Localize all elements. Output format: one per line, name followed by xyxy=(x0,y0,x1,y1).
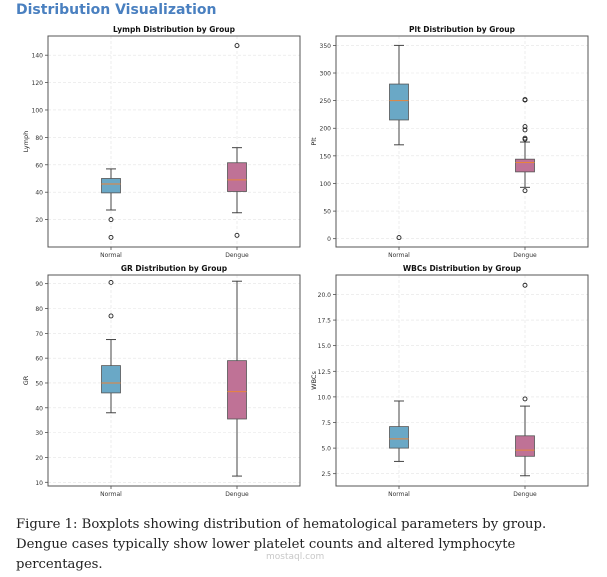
y-tick-label: 140 xyxy=(32,53,44,60)
y-tick-label: 10.0 xyxy=(318,394,332,401)
plot-area xyxy=(336,36,588,247)
axes-frame xyxy=(47,35,301,248)
y-tick-label: 15.0 xyxy=(318,343,332,350)
box-normal xyxy=(389,83,409,121)
chart-title: GR Distribution by Group xyxy=(121,264,228,273)
axes-frame xyxy=(335,35,589,248)
chart-title: WBCs Distribution by Group xyxy=(403,264,522,273)
y-tick-label: 40 xyxy=(35,405,43,412)
y-tick-label: 80 xyxy=(35,306,43,313)
y-tick-label: 100 xyxy=(32,107,44,114)
box-dengue xyxy=(227,360,247,420)
outlier-point xyxy=(108,313,114,319)
y-tick-label: 250 xyxy=(320,98,332,105)
outlier-point xyxy=(234,43,240,49)
chart-panel-plt: 0 50 100 150 200 250 300 350 Normal Dengue Plt Dis… xyxy=(310,25,589,259)
y-tick-label: 5.0 xyxy=(321,446,331,453)
section-heading: Distribution Visualization xyxy=(16,2,217,18)
y-tick-label: 300 xyxy=(320,71,332,78)
figure-caption: Figure 1: Boxplots showing distribution … xyxy=(16,517,547,572)
outlier-point xyxy=(522,188,528,194)
y-tick-label: 70 xyxy=(35,331,43,338)
y-tick-label: 200 xyxy=(320,126,332,133)
y-tick-label: 60 xyxy=(35,356,43,363)
outlier-point xyxy=(522,396,528,402)
y-tick-label: 40 xyxy=(35,190,43,197)
outlier-point xyxy=(522,124,528,130)
box-normal xyxy=(101,365,121,394)
y-tick-label: 50 xyxy=(35,380,43,387)
x-tick-label: Normal xyxy=(388,252,410,259)
axes-frame xyxy=(335,274,589,487)
y-tick-label: 7.5 xyxy=(321,420,331,427)
y-tick-label: 2.5 xyxy=(321,471,331,478)
y-axis-label: GR xyxy=(22,375,30,385)
x-tick-label: Normal xyxy=(100,252,122,259)
chart-panel-gr: 10 20 30 40 50 60 70 80 90 Normal Dengue GR Distrib… xyxy=(22,264,301,498)
y-tick-label: 80 xyxy=(35,135,43,142)
box-dengue xyxy=(227,162,247,192)
box-dengue xyxy=(515,158,535,173)
y-tick-label: 100 xyxy=(320,181,332,188)
watermark: mostaql.com xyxy=(266,552,325,562)
y-tick-label: 20.0 xyxy=(318,292,332,299)
x-tick-label: Dengue xyxy=(225,491,249,498)
outlier-point xyxy=(108,234,114,240)
outlier-point xyxy=(396,235,402,241)
box-normal xyxy=(389,426,409,449)
y-tick-label: 20 xyxy=(35,455,43,462)
y-tick-label: 350 xyxy=(320,43,332,50)
chart-panel-lymph: 20 40 60 80 100 120 140 Normal Dengue Lymph Distr… xyxy=(22,25,301,259)
y-tick-label: 17.5 xyxy=(318,318,332,325)
outlier-point xyxy=(522,97,528,102)
chart-panel-wbcs: 2.5 5.0 7.5 10.0 12.5 15.0 17.5 20.0 Normal Dengu… xyxy=(310,264,589,498)
box-dengue xyxy=(515,435,535,457)
outlier-point xyxy=(522,282,528,288)
y-tick-label: 50 xyxy=(323,209,331,216)
outlier-point xyxy=(522,127,528,133)
y-axis-label: Lymph xyxy=(22,131,30,152)
y-tick-label: 10 xyxy=(35,480,43,487)
chart-title: Plt Distribution by Group xyxy=(409,25,516,34)
x-tick-label: Normal xyxy=(100,491,122,498)
box-normal xyxy=(101,178,121,194)
x-tick-label: Normal xyxy=(388,491,410,498)
y-axis-label: Plt xyxy=(310,137,318,146)
x-tick-label: Dengue xyxy=(225,252,249,259)
outlier-point xyxy=(234,232,240,238)
plot-area xyxy=(336,275,588,486)
plot-area xyxy=(48,275,300,486)
axes-frame xyxy=(47,274,301,487)
outlier-point xyxy=(108,217,114,223)
y-tick-label: 150 xyxy=(320,153,332,160)
y-tick-label: 20 xyxy=(35,217,43,224)
y-tick-label: 120 xyxy=(32,80,44,87)
y-axis-label: WBCs xyxy=(310,371,318,390)
y-tick-label: 90 xyxy=(35,281,43,288)
y-tick-label: 60 xyxy=(35,162,43,169)
outlier-point xyxy=(108,279,114,285)
y-tick-label: 12.5 xyxy=(318,369,332,376)
x-tick-label: Dengue xyxy=(513,491,537,498)
plot-area xyxy=(48,36,300,247)
outlier-point xyxy=(522,136,528,142)
y-tick-label: 30 xyxy=(35,430,43,437)
y-tick-label: 0 xyxy=(327,236,331,243)
x-tick-label: Dengue xyxy=(513,252,537,259)
chart-title: Lymph Distribution by Group xyxy=(113,25,236,34)
